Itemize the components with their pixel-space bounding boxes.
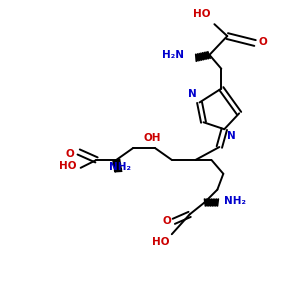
Text: HO: HO [193,9,210,19]
Text: O: O [66,149,75,159]
Text: N: N [188,89,197,100]
Text: O: O [259,37,268,47]
Text: NH₂: NH₂ [224,196,246,206]
Text: OH: OH [143,133,161,143]
Text: NH₂: NH₂ [109,162,131,172]
Text: HO: HO [59,161,77,171]
Text: H₂N: H₂N [162,50,184,60]
Text: O: O [162,216,171,226]
Text: N: N [227,131,236,141]
Text: HO: HO [152,237,170,247]
